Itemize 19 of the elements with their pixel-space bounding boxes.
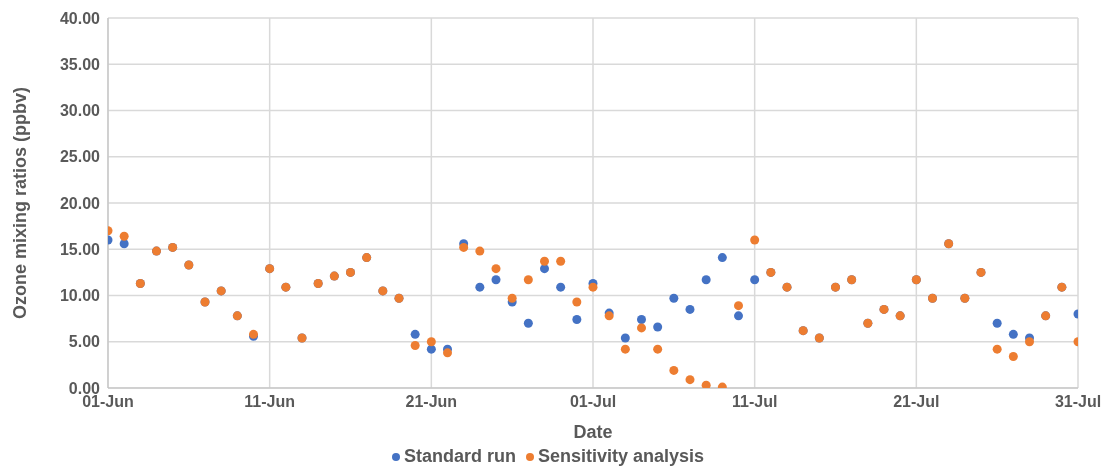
y-tick-label: 15.00 [59, 240, 101, 258]
x-tick-label: 01-Jul [569, 393, 617, 411]
y-tick-label: 30.00 [59, 102, 101, 120]
y-tick-label: 5.00 [68, 333, 101, 351]
legend-label: Sensitivity analysis [537, 446, 705, 466]
y-tick-label: 40.00 [59, 9, 101, 27]
legend-label: Standard run [403, 446, 516, 466]
x-tick-label: 01-Jun [82, 393, 134, 411]
x-tick-label: 21-Jun [405, 393, 458, 411]
y-tick-label: 20.00 [59, 194, 101, 212]
y-axis-title: Ozone mixing ratios (ppbv) [10, 86, 31, 320]
x-tick-label: 21-Jul [893, 393, 940, 411]
y-tick-label: 10.00 [59, 287, 101, 305]
y-tick-label: 25.00 [59, 148, 101, 166]
x-tick-label: 11-Jun [244, 393, 296, 411]
y-tick-label: 35.00 [59, 55, 101, 73]
x-axis-title: Date [573, 422, 613, 442]
x-tick-label: 11-Jul [731, 393, 778, 411]
x-tick-label: 31-Jul [1054, 393, 1102, 411]
